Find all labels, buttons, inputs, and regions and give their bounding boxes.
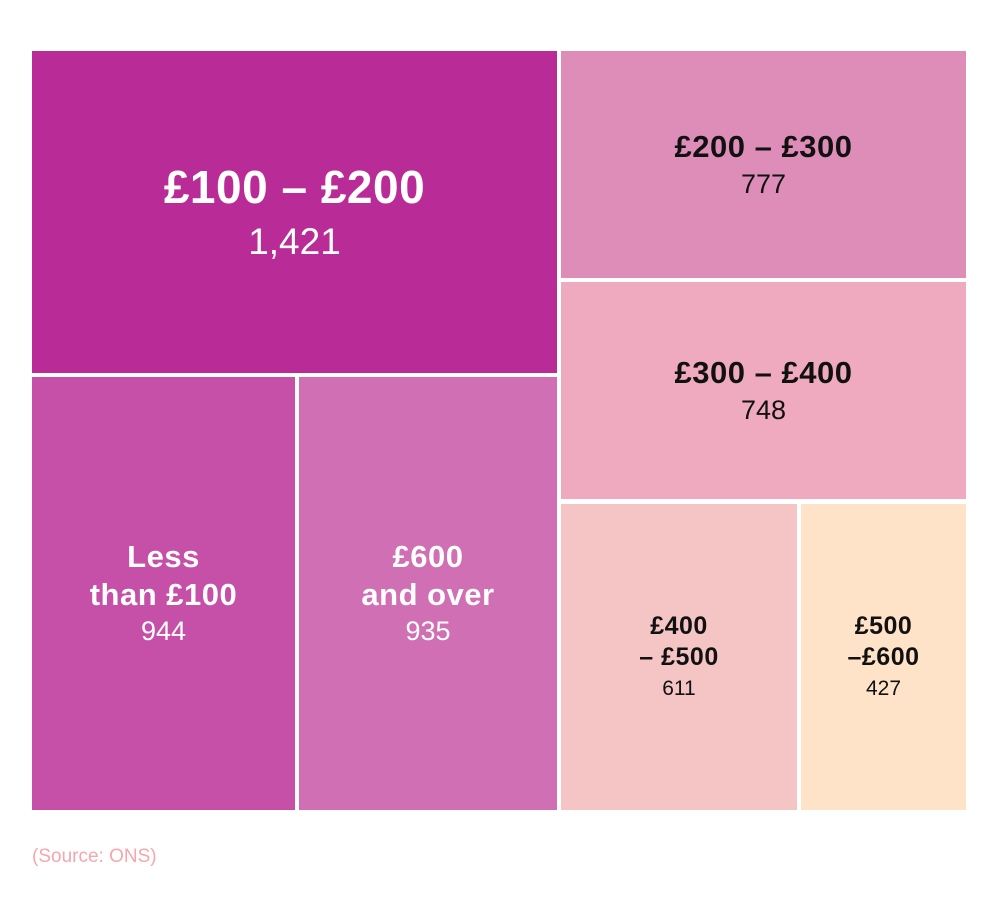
tile-label: £300 – £400 [675,354,853,392]
tile-value: 611 [662,677,696,701]
tile-600-and-over: £600 and over 935 [299,377,557,810]
tile-400-500: £400 – £500 611 [561,504,797,810]
tile-value: 748 [740,394,787,425]
tile-label-line: Less [127,538,200,574]
tile-label: Less than £100 [90,538,238,614]
tile-label-line: £600 [392,538,464,574]
tile-label-line: £300 – £400 [674,354,853,390]
tile-value: 777 [740,168,787,199]
tile-label: £100 – £200 [164,159,425,215]
tile-label-line: £400 [650,612,708,641]
tile-value: 427 [865,677,902,701]
tile-label-line: and over [361,576,495,612]
tile-label-line: £100 – £200 [163,160,426,213]
source-note: (Source: ONS) [32,846,157,867]
tile-500-600: £500 –£600 427 [801,504,966,810]
tile-label-line: – £500 [639,642,719,671]
tile-200-300: £200 – £300 777 [561,51,966,278]
tile-label-line: than £100 [89,576,238,612]
tile-300-400: £300 – £400 748 [561,282,966,499]
tile-label: £400 – £500 [639,611,718,672]
tile-label: £500 –£600 [847,611,919,672]
tile-label-line: £500 [854,612,913,641]
tile-100-200: £100 – £200 1,421 [32,51,557,373]
tile-label: £200 – £300 [675,128,853,166]
tile-label: £600 and over [361,538,494,614]
tile-value: 944 [140,616,187,647]
tile-value: 935 [405,616,451,647]
tile-less-than-100: Less than £100 944 [32,377,295,810]
tile-value: 1,421 [248,220,341,262]
tile-label-line: £200 – £300 [674,128,853,164]
tile-label-line: –£600 [847,642,920,671]
